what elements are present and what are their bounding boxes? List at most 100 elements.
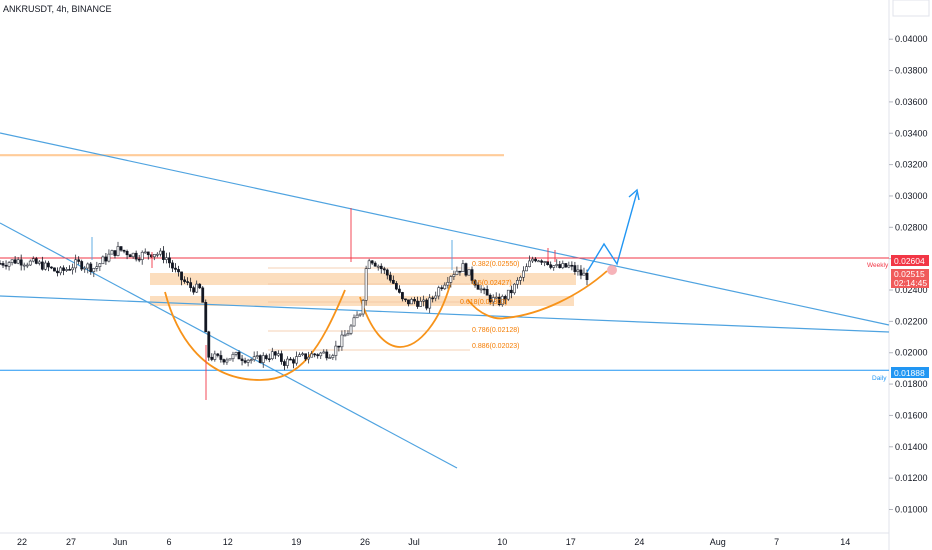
candle-body xyxy=(364,268,368,301)
projection-path xyxy=(586,191,638,273)
symbol-title: ANKRUSDT, 4h, BINANCE xyxy=(3,4,112,14)
candle-body xyxy=(564,263,568,268)
candle-body xyxy=(316,354,320,357)
candle-body xyxy=(479,288,483,291)
candle-body xyxy=(319,352,323,357)
candle-body xyxy=(328,357,332,359)
candle-body xyxy=(261,355,265,363)
candle-body xyxy=(461,263,465,272)
candle-body xyxy=(59,267,62,274)
candle-body xyxy=(143,251,147,254)
candle-body xyxy=(98,263,102,267)
inverse-head-and-shoulders xyxy=(164,270,608,381)
candle-body xyxy=(119,246,123,251)
candle-body xyxy=(301,353,304,356)
time-axis[interactable]: 22 27 Jun 6 12 19 26 Jul 10 17 24 Aug 7 14 xyxy=(17,537,850,547)
candle-body xyxy=(286,358,289,366)
candle-body xyxy=(407,299,410,305)
candle-body xyxy=(186,281,189,283)
candle-body xyxy=(110,250,114,255)
candle-body xyxy=(525,266,528,272)
candle-body xyxy=(391,279,395,284)
candle-body xyxy=(161,250,165,260)
candle-body xyxy=(165,257,168,260)
candle-body xyxy=(140,251,144,260)
price-tick-label: 0.03800 xyxy=(895,66,928,76)
time-tick-label: Jun xyxy=(113,537,128,547)
candle-body xyxy=(585,272,589,281)
candle-body xyxy=(382,268,386,271)
candle-body xyxy=(310,353,314,358)
candle-body xyxy=(264,355,268,359)
candle-body xyxy=(174,267,177,270)
candle-body xyxy=(125,250,129,256)
candle-body xyxy=(343,334,347,337)
candle-body xyxy=(379,265,383,270)
candle-body xyxy=(561,263,565,269)
last-price-value: 0.02515 xyxy=(894,269,925,279)
candle-body xyxy=(394,283,398,290)
candle-body xyxy=(570,264,574,267)
candle-body xyxy=(573,265,577,272)
demand-zone-upper xyxy=(150,273,576,285)
candle-body xyxy=(56,270,59,274)
candle-body xyxy=(446,282,450,286)
candle-body xyxy=(183,279,186,282)
candle-body xyxy=(540,260,544,263)
candle-body xyxy=(240,358,244,361)
price-tick-label: 0.02000 xyxy=(895,348,928,358)
candle-body xyxy=(482,288,486,291)
candle-body xyxy=(198,283,202,289)
weekly-badge-bg xyxy=(891,255,929,266)
candle-body xyxy=(558,264,562,269)
candle-body xyxy=(452,274,456,277)
candle-body xyxy=(437,287,441,297)
candle-body xyxy=(334,345,338,356)
candle-body xyxy=(410,299,413,305)
price-tick-label: 0.02200 xyxy=(895,316,928,326)
candle-body xyxy=(225,359,229,363)
candle-body xyxy=(404,298,407,301)
candle-body xyxy=(388,274,392,281)
candle-body xyxy=(503,296,507,300)
candle-body xyxy=(25,264,29,267)
price-tick-label: 0.01600 xyxy=(895,410,928,420)
time-tick-label: Aug xyxy=(710,537,726,547)
candle-body xyxy=(470,269,474,281)
candle-body xyxy=(13,259,17,264)
candle-body xyxy=(385,269,389,276)
time-tick-label: 12 xyxy=(223,537,233,547)
candle-body xyxy=(22,264,26,267)
candle-body xyxy=(307,356,311,360)
price-tick-label: 0.02400 xyxy=(895,285,928,295)
candle-body xyxy=(134,252,138,260)
candle-body xyxy=(192,287,196,293)
price-tick-label: 0.01800 xyxy=(895,379,928,389)
candle-body xyxy=(476,284,480,290)
candle-body xyxy=(509,289,513,294)
price-tick-label: 0.01400 xyxy=(895,442,928,452)
candle-body xyxy=(340,334,344,348)
candle-body xyxy=(273,351,277,356)
candle-body xyxy=(322,351,326,354)
candle-body xyxy=(246,359,250,363)
candle-body xyxy=(349,325,353,334)
fib-retracement xyxy=(268,267,470,351)
price-tick-label: 0.01000 xyxy=(895,504,928,514)
candle-body xyxy=(413,299,416,302)
price-axis[interactable]: 0.04000 0.03800 0.03600 0.03400 0.03200 0.030… xyxy=(889,34,928,514)
candle-body xyxy=(237,351,241,360)
candle-body xyxy=(543,261,547,263)
candle-body xyxy=(113,250,117,256)
candles-group xyxy=(0,208,589,400)
settings-box[interactable] xyxy=(892,0,930,17)
candle-body xyxy=(243,360,247,363)
candle-body xyxy=(455,270,459,275)
candle-body xyxy=(207,331,211,358)
upper-descending-trendline xyxy=(0,132,890,326)
candle-body xyxy=(367,260,371,269)
candle-body xyxy=(497,296,501,305)
candle-body xyxy=(422,299,426,302)
